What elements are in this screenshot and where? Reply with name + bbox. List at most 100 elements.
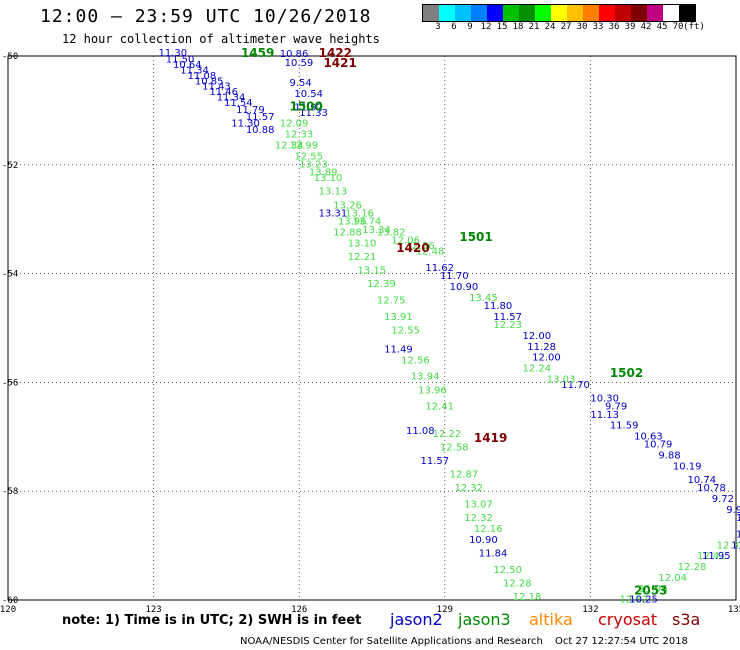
wave-height-value: 11.34 [180, 65, 209, 76]
color-scale-label: (ft) [683, 22, 705, 32]
color-scale-label: 18 [512, 22, 524, 32]
pass-time-label: 1502 [610, 366, 643, 380]
wave-height-value: 12.34 [275, 140, 304, 151]
footer-note: note: 1) Time is in UTC; 2) SWH is in fe… [62, 613, 362, 628]
wave-height-value: 12.56 [401, 355, 430, 366]
wave-height-value: 9.54 [289, 78, 311, 89]
wave-height-value: 11.59 [610, 421, 639, 432]
legend-s3a: s3a [672, 610, 701, 629]
wave-height-value: 13.03 [547, 374, 576, 385]
color-swatch [423, 5, 439, 21]
wave-height-value: 13.10 [314, 173, 343, 184]
wave-height-value: 10.45 [736, 513, 740, 524]
wave-height-value: 10.64 [173, 60, 202, 71]
color-scale-label: 42 [640, 22, 652, 32]
wave-height-value: 13.07 [464, 500, 493, 511]
color-scale-label: 30 [576, 22, 588, 32]
wave-height-value: 11.46 [209, 87, 238, 98]
color-scale-label: 27 [560, 22, 572, 32]
wave-height-value: 12.32 [464, 513, 493, 524]
color-swatch [615, 5, 631, 21]
color-swatch [631, 5, 647, 21]
color-scale-label: 70 [672, 22, 684, 32]
wave-height-value: 12.37 [717, 540, 740, 551]
color-swatch [663, 5, 679, 21]
wave-height-value: 11.95 [702, 551, 731, 562]
wave-height-value: 12.87 [450, 470, 479, 481]
wave-height-value: 12.55 [294, 151, 323, 162]
lon-tick-label: 132 [582, 605, 598, 615]
wave-height-value: 10.85 [195, 76, 224, 87]
pass-time-label: 1421 [323, 56, 356, 70]
wave-height-value: 12.41 [425, 402, 454, 413]
wave-height-value: 11.28 [527, 342, 556, 353]
color-scale-label: 15 [496, 22, 508, 32]
timestamp: Oct 27 12:27:54 UTC 2018 [555, 636, 688, 647]
wave-height-value: 10.79 [644, 440, 673, 451]
pass-time-label: 1419 [474, 431, 507, 445]
wave-height-value: 9.72 [712, 494, 734, 505]
wave-height-value: 12.06 [391, 236, 420, 247]
color-swatch [519, 5, 535, 21]
color-swatch [551, 5, 567, 21]
wave-height-value: 11.84 [479, 548, 508, 559]
wave-height-value: 12.21 [348, 252, 377, 263]
wave-height-value: 10.63 [634, 432, 663, 443]
wave-height-value: 13.13 [319, 187, 348, 198]
wave-height-value: 12.99 [289, 140, 318, 151]
color-swatch [503, 5, 519, 21]
wave-height-value: 11.96 [639, 584, 668, 595]
wave-height-value: 12.00 [522, 331, 551, 342]
color-swatch [535, 5, 551, 21]
wave-height-value: 13.10 [348, 238, 377, 249]
wave-height-value: 13.23 [299, 160, 328, 171]
wave-height-value: 12.33 [285, 130, 314, 141]
wave-height-value: 11.49 [384, 344, 413, 355]
wave-height-value: 12.22 [433, 429, 462, 440]
wave-height-value: 12.00 [532, 353, 561, 364]
wave-height-value: 11.50 [166, 55, 195, 66]
wave-height-value: 12.36 [406, 241, 435, 252]
pass-time-label: 1500 [289, 99, 322, 113]
lat-tick-label: -60 [2, 596, 18, 606]
wave-height-value: 12.09 [280, 119, 309, 130]
wave-height-value: 11.08 [188, 71, 217, 82]
wave-height-value: 12.48 [416, 247, 445, 258]
wave-height-value: 11.70 [440, 271, 469, 282]
wave-height-value: 12.28 [503, 578, 532, 589]
lat-tick-label: -52 [2, 161, 18, 171]
wave-height-value: 11.34 [217, 93, 246, 104]
wave-height-value: 13.94 [411, 372, 440, 383]
color-scale-label: 12 [480, 22, 492, 32]
lon-tick-label: 135 [728, 605, 740, 615]
pass-time-label: 1422 [319, 46, 352, 60]
wave-height-value: 12.88 [333, 228, 362, 239]
wave-height-value: 10.19 [673, 461, 702, 472]
color-swatch [455, 5, 471, 21]
wave-height-value: 10.86 [280, 49, 309, 60]
lon-tick-label: 126 [291, 605, 307, 615]
wave-height-value: 11.57 [246, 112, 275, 123]
wave-height-value: 11.13 [590, 410, 619, 421]
wave-height-value: 13.82 [377, 228, 406, 239]
wave-height-value: 12.58 [440, 442, 469, 453]
color-scale-label: 45 [656, 22, 668, 32]
wave-height-value: 13.26 [333, 200, 362, 211]
wave-height-value: 12.39 [367, 279, 396, 290]
wave-height-value: 12.50 [493, 565, 522, 576]
wave-height-value: 13.89 [309, 168, 338, 179]
wave-height-value: 11.30 [158, 48, 187, 59]
legend-jason2: jason2 [390, 610, 443, 629]
wave-height-value: 12.04 [658, 573, 687, 584]
page-title: 12:00 — 23:59 UTC 10/26/2018 [40, 6, 372, 27]
wave-height-value: 9.90 [726, 505, 740, 516]
wave-height-value: 10.54 [294, 89, 323, 100]
wave-height-value: 11.80 [484, 301, 513, 312]
wave-height-value: 10.59 [285, 58, 314, 69]
wave-height-value: 11.43 [202, 82, 231, 93]
pass-time-label: 1501 [459, 230, 492, 244]
color-scale-label: 21 [528, 22, 540, 32]
wave-height-value: 10.90 [450, 282, 479, 293]
color-scale-label: 9 [467, 22, 473, 32]
credit-line: NOAA/NESDIS Center for Satellite Applica… [240, 636, 543, 647]
